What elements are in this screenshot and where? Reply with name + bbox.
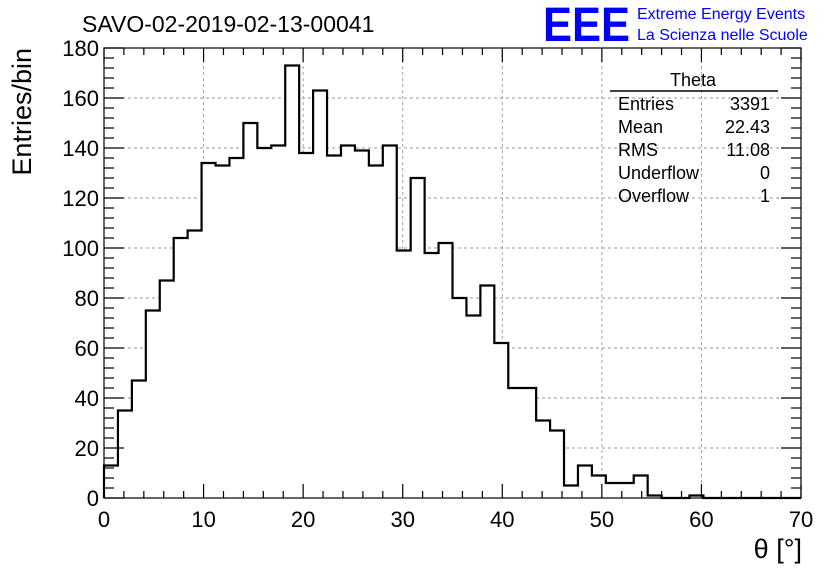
- y-tick-label: 40: [75, 386, 99, 411]
- brand-line-1: Extreme Energy Events: [637, 6, 805, 23]
- stats-overflow-value: 1: [760, 186, 770, 206]
- brand-line-2: La Scienza nelle Scuole: [637, 27, 808, 44]
- histogram-bin: [605, 483, 620, 498]
- histogram-bin: [619, 483, 634, 498]
- histogram-bin: [271, 145, 286, 498]
- histogram-bin: [452, 298, 467, 498]
- y-tick-label: 60: [75, 336, 99, 361]
- y-axis-label: Entries/bin: [7, 48, 37, 176]
- stats-entries-label: Entries: [618, 94, 674, 114]
- histogram-bin: [215, 165, 230, 498]
- histogram-bin: [117, 410, 132, 498]
- histogram-bin: [466, 315, 481, 498]
- histogram-bin: [480, 285, 495, 498]
- histogram-bin: [647, 495, 662, 498]
- eee-logo: EEE: [543, 0, 630, 52]
- y-tick-label: 160: [62, 86, 99, 111]
- stats-rms-value: 11.08: [726, 140, 770, 160]
- histogram-bin: [354, 150, 369, 498]
- y-tick-label: 140: [62, 136, 99, 161]
- plot-frame: [103, 47, 802, 499]
- histogram-bin: [508, 388, 523, 498]
- stats-name: Theta: [670, 70, 717, 90]
- stats-mean-label: Mean: [618, 117, 663, 137]
- x-tick-label: 50: [590, 507, 614, 532]
- y-tick-label: 180: [62, 36, 99, 61]
- x-tick-label: 60: [689, 507, 713, 532]
- histogram-bin: [689, 495, 704, 498]
- histogram-bin: [368, 165, 383, 498]
- histogram-bin: [159, 280, 174, 498]
- stats-underflow-label: Underflow: [618, 163, 700, 183]
- histogram-bin: [591, 475, 606, 498]
- histogram-bin: [145, 310, 160, 498]
- x-tick-label: 0: [98, 507, 110, 532]
- histogram-bin: [424, 253, 439, 498]
- histogram-bin: [187, 230, 202, 498]
- histogram-outline: [102, 64, 801, 500]
- x-tick-label: 40: [490, 507, 514, 532]
- histogram-bin: [327, 155, 341, 498]
- chart-title: SAVO-02-2019-02-13-00041: [82, 11, 374, 37]
- branding: EEE Extreme Energy Events La Scienza nel…: [543, 0, 808, 52]
- y-tick-label: 0: [87, 486, 99, 511]
- histogram-bin: [201, 163, 216, 498]
- histogram-bin: [410, 178, 425, 498]
- stats-entries-value: 3391: [730, 94, 770, 114]
- histogram-bin: [229, 158, 244, 498]
- y-tick-label: 20: [75, 436, 99, 461]
- x-tick-label: 10: [191, 507, 215, 532]
- histogram-bin: [285, 65, 300, 498]
- histogram-bin: [522, 388, 537, 498]
- histogram-bin: [396, 250, 411, 498]
- axis-ticks: [103, 47, 802, 499]
- histogram-bin: [340, 145, 355, 498]
- stats-mean-value: 22.43: [725, 117, 770, 137]
- histogram-bin: [313, 90, 328, 498]
- x-tick-label: 20: [291, 507, 315, 532]
- y-tick-label: 120: [62, 186, 99, 211]
- histogram-bin: [633, 475, 648, 498]
- x-tick-label: 30: [390, 507, 414, 532]
- stats-overflow-label: Overflow: [618, 186, 690, 206]
- histogram-bin: [257, 148, 272, 498]
- histogram-bin: [104, 465, 118, 498]
- x-tick-label: 70: [789, 507, 813, 532]
- histogram-bin: [382, 145, 397, 498]
- stats-underflow-value: 0: [760, 163, 770, 183]
- stats-rms-label: RMS: [618, 140, 658, 160]
- stats-box: Theta Entries 3391 Mean 22.43 RMS 11.08 …: [610, 70, 778, 206]
- histogram-bin: [243, 123, 258, 498]
- histogram-bin: [550, 430, 565, 498]
- histogram-bin: [564, 485, 578, 498]
- y-tick-label: 80: [75, 286, 99, 311]
- histogram-bin: [131, 380, 146, 498]
- histogram-bin: [577, 465, 592, 498]
- histogram-series: [102, 64, 801, 500]
- histogram-bin: [494, 343, 509, 498]
- histogram-bin: [299, 153, 314, 498]
- histogram-bin: [438, 243, 453, 498]
- x-axis-label: θ [°]: [754, 534, 802, 564]
- y-tick-label: 100: [62, 236, 99, 261]
- histogram-bin: [536, 420, 551, 498]
- histogram-bin: [173, 238, 188, 498]
